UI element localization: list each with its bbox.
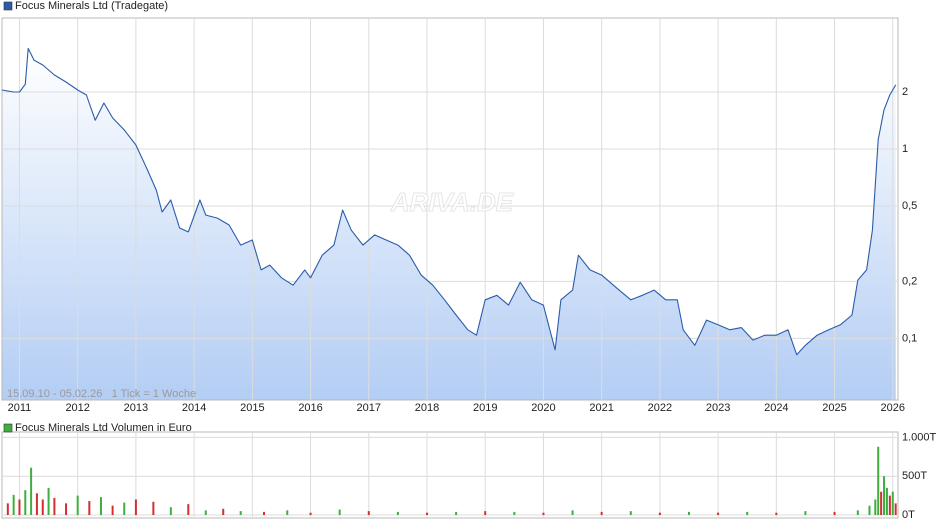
y-tick-label: 0,2 xyxy=(902,275,917,287)
volume-bar xyxy=(367,511,370,515)
volume-bar xyxy=(286,510,289,515)
range-note: 15.09.10 - 05.02.26 1 Tick = 1 Woche xyxy=(7,388,196,400)
volume-bar xyxy=(24,490,27,515)
volume-bar xyxy=(629,511,632,515)
volume-bar xyxy=(883,476,886,515)
legend-swatch xyxy=(3,1,13,11)
x-tick-label: 2019 xyxy=(473,402,497,414)
y-tick-label: 1.000T xyxy=(902,431,937,443)
x-tick-label: 2022 xyxy=(648,402,672,414)
x-tick-label: 2025 xyxy=(822,402,846,414)
volume-bar xyxy=(894,503,897,515)
volume-bar xyxy=(833,511,836,515)
x-tick-label: 2016 xyxy=(298,402,322,414)
volume-bar xyxy=(204,510,207,515)
volume-bar xyxy=(746,511,749,515)
volume-bar xyxy=(571,510,574,515)
volume-bar xyxy=(658,512,661,515)
volume-bar xyxy=(76,495,79,515)
volume-bar xyxy=(877,446,880,515)
volume-bar xyxy=(880,491,883,515)
volume-bar xyxy=(169,507,172,515)
volume-bar xyxy=(65,503,68,515)
volume-bar xyxy=(187,504,190,515)
volume-bar xyxy=(888,495,891,515)
x-tick-label: 2015 xyxy=(240,402,264,414)
volume-bar xyxy=(18,499,21,515)
volume-bar xyxy=(891,491,894,515)
volume-bar xyxy=(152,501,155,515)
legend-label: Focus Minerals Ltd Volumen in Euro xyxy=(15,422,192,434)
price-area xyxy=(2,48,896,401)
volume-bar xyxy=(12,494,15,515)
volume-bar xyxy=(239,511,242,515)
volume-bar xyxy=(775,512,778,515)
volume-bar xyxy=(804,511,807,515)
legend-label: Focus Minerals Ltd (Tradegate) xyxy=(15,0,168,12)
volume-bar xyxy=(30,467,33,515)
x-tick-label: 2024 xyxy=(764,402,788,414)
volume-bar xyxy=(856,510,859,515)
x-tick-label: 2023 xyxy=(706,402,730,414)
x-tick-label: 2018 xyxy=(415,402,439,414)
volume-bar xyxy=(41,499,44,515)
plot-frame xyxy=(1,17,899,401)
volume-bar xyxy=(88,501,91,515)
price-line xyxy=(1,47,897,356)
y-tick-label: 2 xyxy=(902,86,908,98)
volume-bar xyxy=(111,505,114,515)
y-tick-label: 0,1 xyxy=(902,332,917,344)
volume-bar xyxy=(868,505,871,515)
volume-bar xyxy=(309,512,312,515)
volume-bar xyxy=(123,502,126,515)
volume-bar xyxy=(455,511,458,515)
volume-bar xyxy=(717,512,720,515)
x-tick-label: 2021 xyxy=(589,402,613,414)
y-tick-label: 500T xyxy=(902,470,927,482)
y-tick-label: 0,5 xyxy=(902,200,917,212)
volume-bar xyxy=(542,512,545,515)
watermark: ARIVA.DE xyxy=(390,187,514,217)
x-tick-label: 2017 xyxy=(357,402,381,414)
volume-bar xyxy=(53,497,56,515)
x-tick-label: 2020 xyxy=(531,402,555,414)
volume-bar xyxy=(885,487,888,515)
volume-bar xyxy=(338,509,341,515)
legend-swatch xyxy=(3,423,13,433)
volume-bar xyxy=(6,503,9,515)
x-tick-label: 2013 xyxy=(124,402,148,414)
volume-bar xyxy=(874,499,877,515)
volume-bar xyxy=(222,508,225,515)
volume-bar xyxy=(600,511,603,515)
x-tick-label: 2011 xyxy=(8,402,32,414)
volume-bar xyxy=(262,511,265,515)
y-tick-label: 0T xyxy=(902,509,915,521)
volume-bar xyxy=(35,493,38,515)
x-tick-label: 2026 xyxy=(881,402,905,414)
y-tick-label: 1 xyxy=(902,143,908,155)
volume-bar xyxy=(47,487,50,515)
volume-bar xyxy=(484,511,487,515)
volume-bar xyxy=(687,511,690,515)
volume-bar xyxy=(134,499,137,515)
plot-frame xyxy=(1,431,899,519)
volume-bar xyxy=(513,511,516,515)
x-tick-label: 2012 xyxy=(65,402,89,414)
volume-bar xyxy=(426,512,429,515)
x-tick-label: 2014 xyxy=(182,402,206,414)
volume-bar xyxy=(99,497,102,515)
volume-bar xyxy=(396,511,399,515)
